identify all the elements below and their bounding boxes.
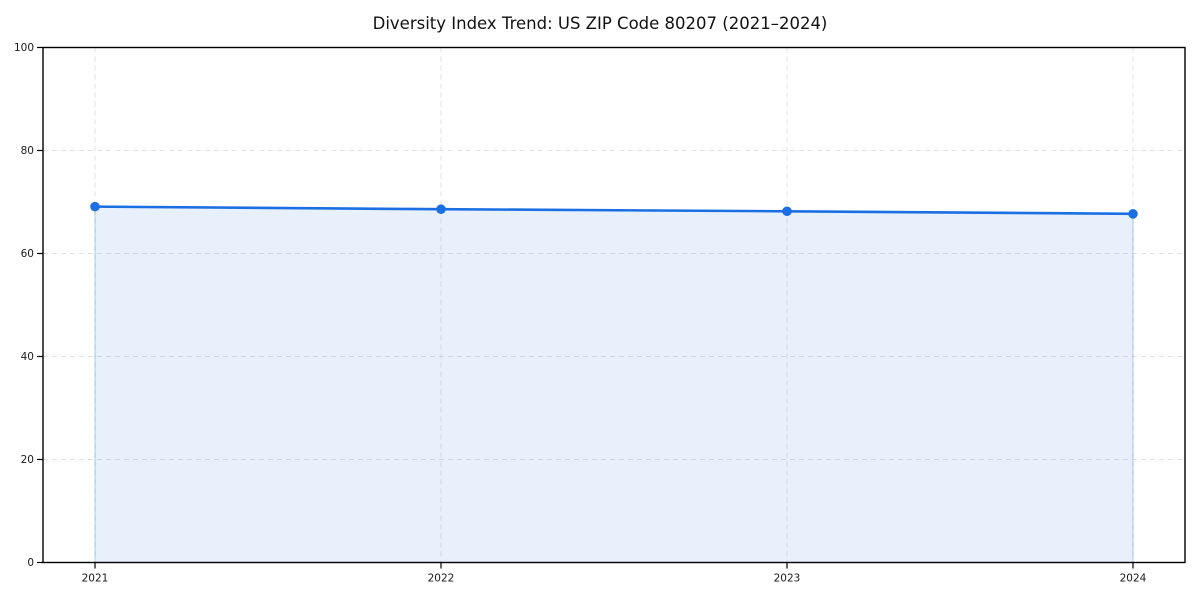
data-point-2023 [782,206,792,217]
plot-border [42,46,1186,564]
y-tick-label: 20 [21,454,34,466]
chart-title: Diversity Index Trend: US ZIP Code 80207… [373,14,828,33]
trend-line [93,205,1135,216]
plot-area: 0 20 40 60 80 100 2021 2022 2023 2024 [14,42,1186,585]
data-point-2022 [436,204,446,215]
data-point-2021 [90,201,100,212]
y-tick-label: 60 [21,248,34,260]
x-tick-label: 2022 [428,573,455,585]
data-point-2024 [1128,209,1138,219]
x-tick-label: 2024 [1120,573,1147,585]
y-tick-label: 80 [21,145,34,157]
x-tick-label: 2021 [82,573,109,585]
y-tick-label: 40 [21,351,34,363]
x-tick-label: 2023 [774,573,801,585]
y-tick-label: 0 [27,557,34,569]
trend-area-fill [94,206,1134,564]
y-tick-label: 100 [14,42,34,54]
